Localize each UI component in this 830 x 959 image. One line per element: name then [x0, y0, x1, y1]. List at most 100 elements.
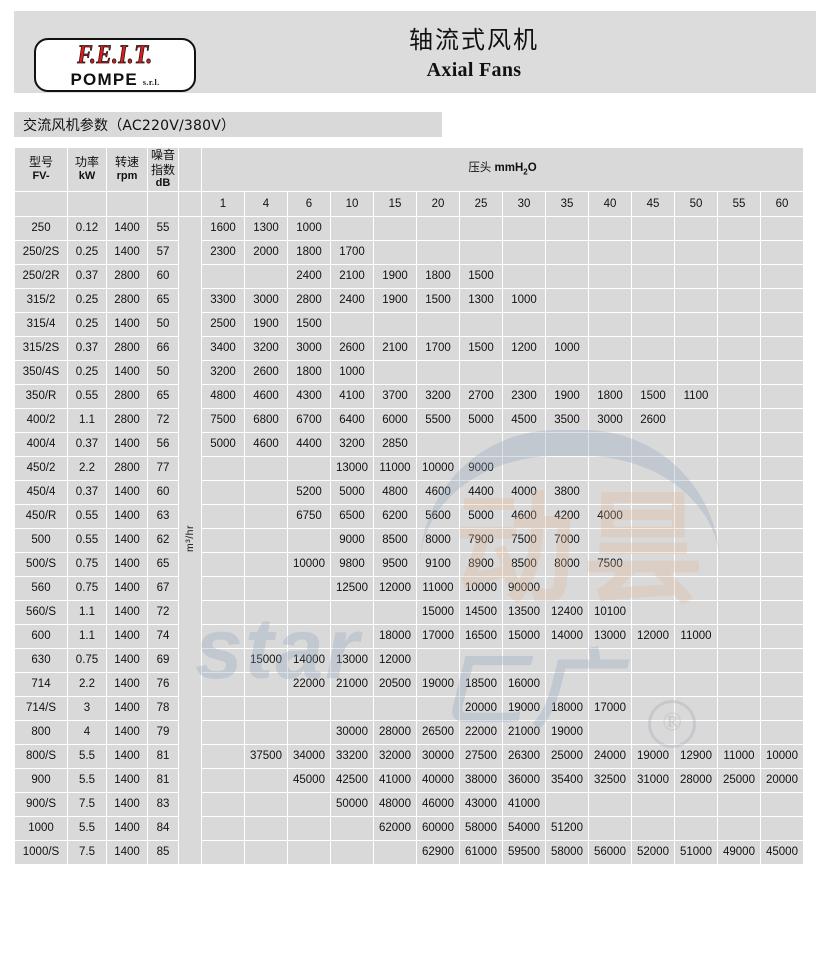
subheader-model-blank [15, 191, 67, 216]
cell-pressure-value: 9000 [460, 456, 502, 480]
cell-pressure-value [675, 456, 717, 480]
subheader-noise-blank [148, 191, 178, 216]
cell-power: 4 [68, 720, 106, 744]
cell-pressure-value: 1800 [417, 264, 459, 288]
cell-pressure-value: 41000 [503, 792, 545, 816]
table-row: 450/4 0.37 1400 60 5200 5000 4800 4600 4400 4000 3… [15, 480, 803, 504]
cell-pressure-value [374, 312, 416, 336]
table-row: 900 5.5 1400 81 45000 42500 41000 40000 38000 360… [15, 768, 803, 792]
cell-power: 5.5 [68, 768, 106, 792]
cell-pressure-value [374, 600, 416, 624]
cell-pressure-value [718, 504, 760, 528]
cell-pressure-value: 38000 [460, 768, 502, 792]
pressure-col-header: 40 [589, 191, 631, 216]
table-row: 500 0.55 1400 62 9000 8500 8000 7900 7500 7000 [15, 528, 803, 552]
cell-pressure-value [632, 504, 674, 528]
cell-pressure-value: 20000 [460, 696, 502, 720]
cell-power: 1.1 [68, 624, 106, 648]
cell-pressure-value [632, 480, 674, 504]
cell-pressure-value [718, 264, 760, 288]
cell-pressure-value: 30000 [331, 720, 373, 744]
cell-speed: 1400 [107, 672, 147, 696]
column-header-noise-cn1: 噪音 [150, 148, 175, 162]
cell-model: 350/4S [15, 360, 67, 384]
table-row: 560/S 1.1 1400 72 15000 14500 13500 12400 10100 [15, 600, 803, 624]
cell-pressure-value [374, 216, 416, 240]
table-row: 800 4 1400 79 30000 28000 26500 22000 21000 19000 [15, 720, 803, 744]
cell-pressure-value [761, 456, 803, 480]
cell-power: 2.2 [68, 672, 106, 696]
cell-pressure-value [675, 360, 717, 384]
cell-noise: 76 [148, 672, 178, 696]
cell-pressure-value [589, 720, 631, 744]
column-header-pressure-group: 压头 mmH2O [202, 148, 803, 191]
cell-noise: 83 [148, 792, 178, 816]
cell-pressure-value [589, 216, 631, 240]
cell-pressure-value: 1100 [675, 384, 717, 408]
cell-pressure-value: 1900 [546, 384, 588, 408]
cell-pressure-value: 46000 [417, 792, 459, 816]
cell-pressure-value: 3700 [374, 384, 416, 408]
cell-model: 500 [15, 528, 67, 552]
cell-pressure-value: 6200 [374, 504, 416, 528]
pressure-col-header: 4 [245, 191, 287, 216]
subheader-flow-blank [179, 191, 201, 216]
cell-pressure-value: 26300 [503, 744, 545, 768]
cell-model: 400/4 [15, 432, 67, 456]
cell-pressure-value: 4000 [503, 480, 545, 504]
cell-pressure-value: 1800 [288, 360, 330, 384]
cell-pressure-value [331, 600, 373, 624]
cell-pressure-value [675, 432, 717, 456]
cell-pressure-value [675, 312, 717, 336]
cell-power: 0.55 [68, 528, 106, 552]
cell-power: 2.2 [68, 456, 106, 480]
cell-power: 0.75 [68, 576, 106, 600]
cell-pressure-value [417, 312, 459, 336]
cell-pressure-value: 2100 [374, 336, 416, 360]
cell-pressure-value [546, 264, 588, 288]
cell-pressure-value: 4000 [589, 504, 631, 528]
cell-pressure-value: 1500 [460, 336, 502, 360]
cell-power: 0.37 [68, 264, 106, 288]
cell-pressure-value [632, 528, 674, 552]
pressure-label-unit: mmH2O [494, 162, 537, 177]
cell-pressure-value [675, 552, 717, 576]
cell-pressure-value [202, 480, 244, 504]
cell-pressure-value [460, 648, 502, 672]
cell-speed: 1400 [107, 576, 147, 600]
cell-pressure-value: 2600 [245, 360, 287, 384]
cell-pressure-value [632, 792, 674, 816]
cell-pressure-value: 1600 [202, 216, 244, 240]
cell-pressure-value: 43000 [460, 792, 502, 816]
cell-pressure-value [632, 576, 674, 600]
cell-pressure-value: 12400 [546, 600, 588, 624]
cell-pressure-value [718, 528, 760, 552]
cell-pressure-value [331, 840, 373, 864]
cell-pressure-value [675, 816, 717, 840]
cell-pressure-value [245, 480, 287, 504]
cell-noise: 85 [148, 840, 178, 864]
cell-model: 315/2 [15, 288, 67, 312]
cell-pressure-value: 3800 [546, 480, 588, 504]
cell-pressure-value [460, 312, 502, 336]
cell-pressure-value: 1300 [245, 216, 287, 240]
cell-pressure-value: 2500 [202, 312, 244, 336]
table-row: 315/2S 0.37 2800 66 3400 3200 3000 2600 2100 1700… [15, 336, 803, 360]
cell-pressure-value: 1700 [331, 240, 373, 264]
cell-pressure-value [718, 672, 760, 696]
cell-pressure-value: 6400 [331, 408, 373, 432]
cell-pressure-value: 1900 [245, 312, 287, 336]
cell-noise: 57 [148, 240, 178, 264]
cell-pressure-value [288, 816, 330, 840]
cell-model: 1000 [15, 816, 67, 840]
cell-pressure-value [761, 648, 803, 672]
cell-pressure-value [675, 336, 717, 360]
cell-pressure-value: 41000 [374, 768, 416, 792]
cell-speed: 1400 [107, 696, 147, 720]
cell-pressure-value [503, 360, 545, 384]
cell-pressure-value: 45000 [761, 840, 803, 864]
column-header-speed-en: rpm [116, 169, 138, 182]
cell-pressure-value [761, 816, 803, 840]
cell-pressure-value: 56000 [589, 840, 631, 864]
table-row: 400/4 0.37 1400 56 5000 4600 4400 3200 2850 [15, 432, 803, 456]
